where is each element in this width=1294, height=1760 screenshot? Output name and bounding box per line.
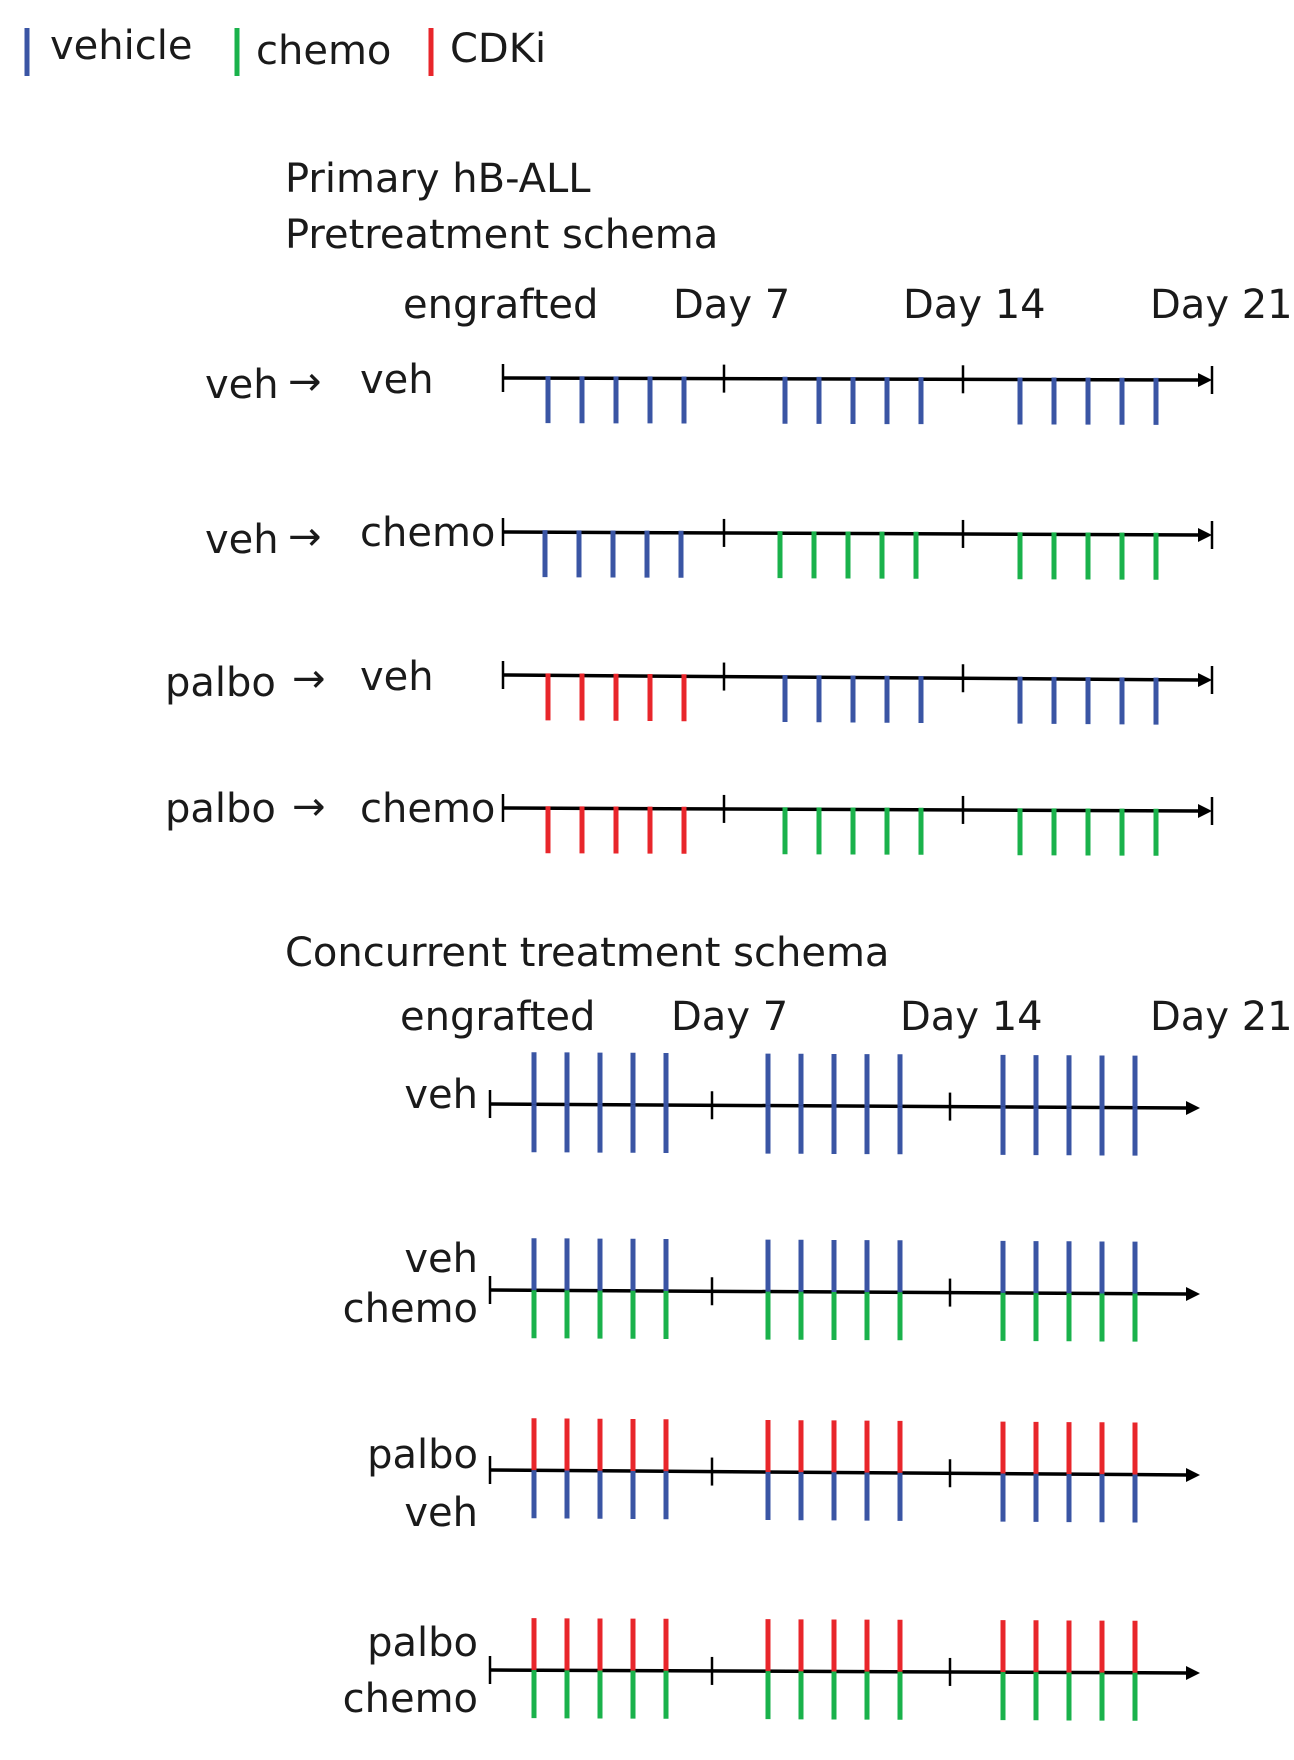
- pre-row-2-axis: [501, 518, 1214, 549]
- conc-row-4-arrow-head-icon: [1186, 1666, 1200, 1680]
- pre-row-1-arrow-head-icon: [1198, 373, 1212, 387]
- conc-row-2-timeline: [488, 1238, 1200, 1342]
- pre-row-3-axis: [501, 661, 1214, 694]
- conc-row-2-arrow-head-icon: [1186, 1287, 1200, 1301]
- pre-row2-post-label: chemo: [360, 510, 495, 556]
- pre-row-1-timeline: [501, 364, 1214, 425]
- legend-item-cdki: CDKi: [428, 26, 546, 76]
- conc-row3-label-top: palbo: [367, 1432, 478, 1478]
- pre-row-4-timeline: [501, 794, 1214, 856]
- pre-row2-arrow-icon: →: [288, 514, 322, 560]
- pre-row-2-arrow-head-icon: [1198, 528, 1212, 542]
- conc-row2-label-top: veh: [404, 1236, 478, 1282]
- legend-label-vehicle: vehicle: [50, 23, 192, 69]
- pre-row1-arrow-icon: →: [288, 359, 322, 405]
- concurrent-row-labels: veh veh chemo palbo veh palbo chemo: [343, 1072, 478, 1722]
- concurrent-day-label-engrafted: engrafted: [400, 994, 595, 1040]
- pre-row3-post-label: veh: [360, 654, 434, 700]
- conc-row2-label-bottom: chemo: [343, 1286, 478, 1332]
- pre-row1-post-label: veh: [360, 357, 434, 403]
- conc-row1-label: veh: [404, 1072, 478, 1118]
- conc-row-4-timeline: [488, 1618, 1200, 1721]
- concurrent-day-label-day14: Day 14: [900, 994, 1043, 1040]
- pre-row4-pre-label: palbo: [165, 786, 276, 832]
- conc-row4-label-top: palbo: [367, 1620, 478, 1666]
- pre-row-2-axis-line: [502, 530, 1201, 537]
- conc-row-3-timeline: [488, 1418, 1200, 1523]
- pre-row2-pre-label: veh: [205, 517, 279, 563]
- legend-label-cdki: CDKi: [450, 26, 546, 72]
- pre-row4-post-label: chemo: [360, 786, 495, 832]
- conc-row-4-axis: [488, 1656, 1200, 1686]
- pre-row3-arrow-icon: →: [292, 656, 326, 702]
- day-label-engrafted: engrafted: [403, 282, 598, 328]
- concurrent-timelines: [488, 1052, 1200, 1721]
- conc-row-1-timeline: [488, 1052, 1200, 1156]
- pre-row-2-timeline: [501, 518, 1214, 580]
- conc-row4-label-bottom: chemo: [343, 1676, 478, 1722]
- pre-row-3-arrow-head-icon: [1198, 673, 1212, 687]
- pre-row1-pre-label: veh: [205, 362, 279, 408]
- pre-row-3-timeline: [501, 661, 1214, 725]
- legend: vehicle chemo CDKi: [24, 23, 546, 76]
- conc-row3-label-bottom: veh: [404, 1490, 478, 1536]
- conc-row-4-axis-line: [489, 1668, 1189, 1675]
- conc-row-1-arrow-head-icon: [1186, 1101, 1200, 1115]
- conc-row-3-axis-line: [489, 1468, 1189, 1477]
- pretreatment-title-line1: Primary hB-ALL: [285, 156, 591, 202]
- pre-row4-arrow-icon: →: [292, 784, 326, 830]
- concurrent-title: Concurrent treatment schema: [285, 930, 889, 976]
- pre-row-4-arrow-head-icon: [1198, 804, 1212, 818]
- conc-row-3-axis: [488, 1456, 1200, 1488]
- pretreatment-day-labels: engrafted Day 7 Day 14 Day 21: [403, 282, 1293, 328]
- concurrent-day-label-day21: Day 21: [1150, 994, 1293, 1040]
- day-label-day14: Day 14: [903, 282, 1046, 328]
- pretreatment-title-line2: Pretreatment schema: [285, 212, 718, 258]
- legend-item-chemo: chemo: [234, 28, 391, 76]
- conc-row-1-axis-line: [489, 1102, 1189, 1110]
- day-label-day21: Day 21: [1150, 282, 1293, 328]
- conc-row-3-arrow-head-icon: [1186, 1468, 1200, 1482]
- concurrent-day-label-day7: Day 7: [671, 994, 788, 1040]
- conc-row-1-axis: [488, 1090, 1200, 1121]
- conc-row-2-axis: [488, 1276, 1200, 1307]
- day-label-day7: Day 7: [673, 282, 790, 328]
- pre-row3-pre-label: palbo: [165, 660, 276, 706]
- legend-item-vehicle: vehicle: [24, 23, 192, 76]
- pretreatment-timelines: [501, 364, 1214, 856]
- conc-row-2-axis-line: [489, 1288, 1189, 1296]
- pre-row-1-axis: [501, 364, 1214, 394]
- concurrent-day-labels: engrafted Day 7 Day 14 Day 21: [400, 994, 1293, 1040]
- pre-row-4-axis: [501, 794, 1214, 825]
- pretreatment-row-labels: veh → veh veh → chemo palbo → veh palbo …: [165, 357, 495, 832]
- legend-label-chemo: chemo: [256, 28, 391, 74]
